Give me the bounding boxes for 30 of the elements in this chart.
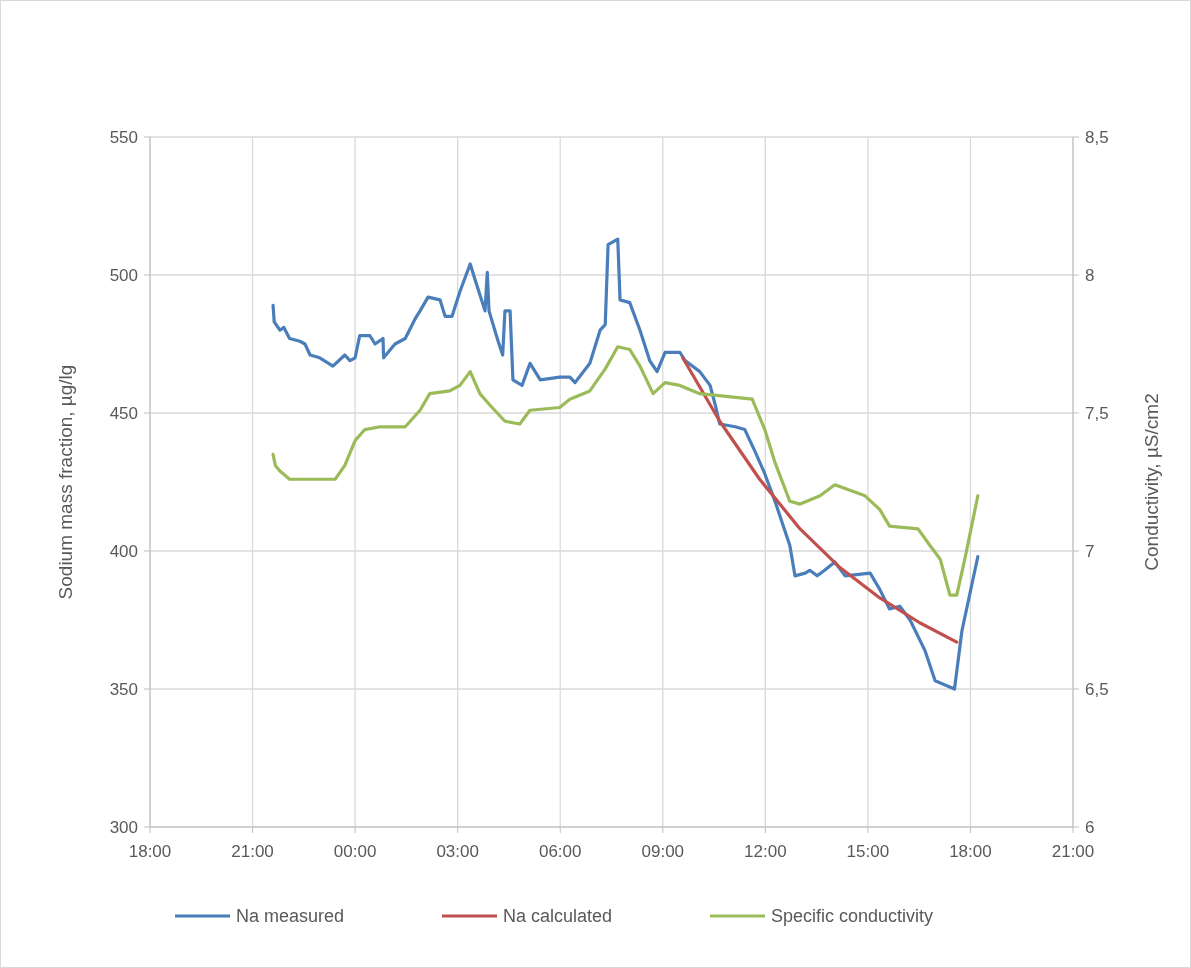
- x-tick-label: 06:00: [538, 842, 582, 861]
- x-tick-label: 12:00: [744, 842, 787, 861]
- x-tick-label: 21:00: [231, 842, 274, 861]
- line-series: [271, 237, 980, 691]
- x-tick-label: 21:00: [1051, 842, 1095, 861]
- line-series: [681, 356, 959, 644]
- legend-label: Na measured: [236, 906, 345, 926]
- x-tick-label: 18:00: [128, 842, 172, 861]
- y2-tick-label: 7: [1085, 542, 1095, 561]
- legend-label: Specific conductivity: [771, 906, 934, 926]
- x-tick-label: 15:00: [846, 842, 890, 861]
- x-tick-label: 18:00: [949, 842, 992, 861]
- y-tick-label: 350: [109, 680, 138, 699]
- y-tick-label: 400: [109, 542, 138, 561]
- x-tick-label: 03:00: [436, 842, 479, 861]
- y2-axis-title: Conductivity, µS/cm2: [1141, 393, 1162, 571]
- y-tick-label: 500: [109, 266, 138, 285]
- line-series: [271, 345, 980, 597]
- y-tick-label: 300: [109, 818, 138, 837]
- y-axis-title: Sodium mass fraction, µg/lg: [55, 364, 76, 600]
- y2-tick-label: 8,5: [1085, 128, 1109, 147]
- y2-tick-label: 7,5: [1085, 404, 1109, 423]
- y2-tick-label: 6,5: [1085, 680, 1109, 699]
- y2-tick-label: 8: [1085, 266, 1095, 285]
- legend-label: Na calculated: [503, 906, 613, 926]
- y-tick-label: 550: [109, 128, 138, 147]
- y-tick-label: 450: [109, 404, 138, 423]
- x-tick-label: 00:00: [333, 842, 377, 861]
- y2-tick-label: 6: [1085, 818, 1095, 837]
- x-tick-label: 09:00: [641, 842, 685, 861]
